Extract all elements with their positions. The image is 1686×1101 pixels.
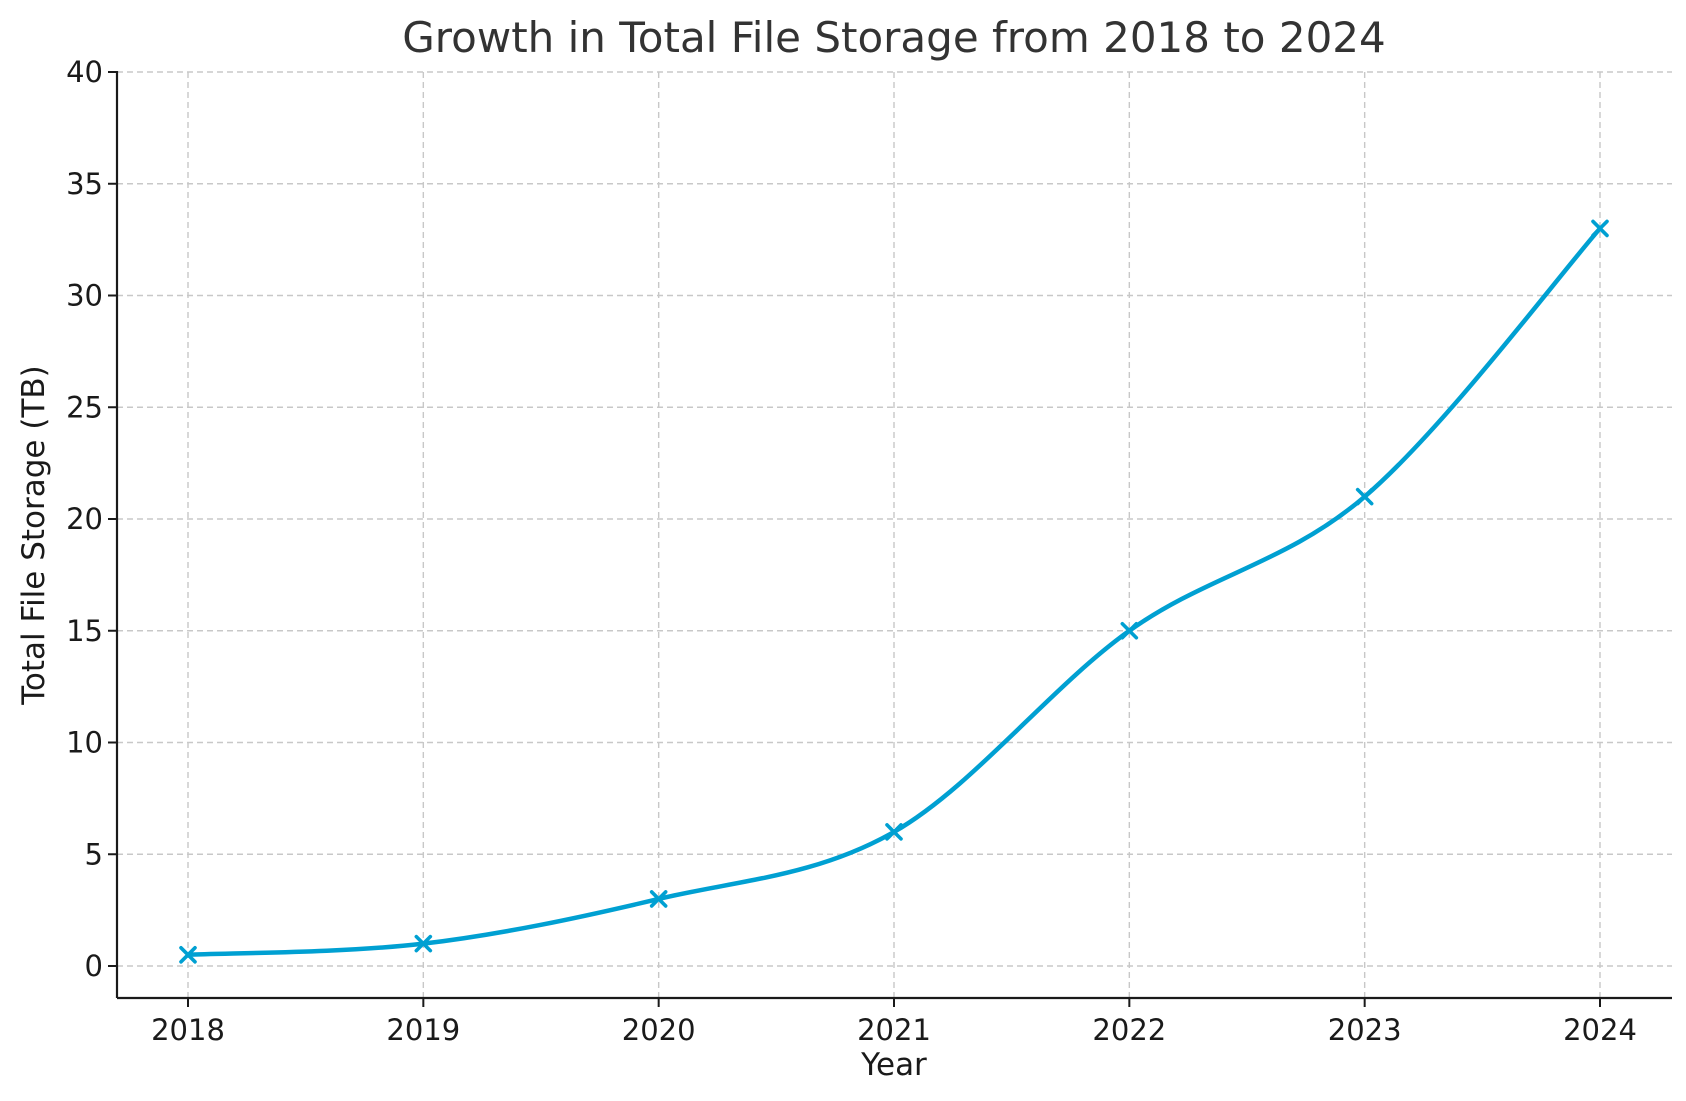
x-tick-label: 2024 — [1563, 1013, 1637, 1047]
chart-title: Growth in Total File Storage from 2018 t… — [402, 13, 1386, 62]
y-tick-label: 35 — [66, 167, 103, 201]
data-point-marker — [1355, 487, 1374, 506]
data-point-marker — [1120, 621, 1139, 640]
x-tick-label: 2020 — [622, 1013, 696, 1047]
data-point-marker — [1591, 219, 1609, 238]
y-tick-label: 0 — [85, 949, 103, 983]
series-layer — [179, 219, 1609, 964]
x-tick-label: 2019 — [386, 1013, 460, 1047]
y-tick-label: 10 — [66, 726, 103, 760]
x-axis-label: Year — [860, 1047, 927, 1083]
data-point-marker — [414, 934, 433, 953]
y-tick-label: 30 — [66, 279, 103, 313]
x-tick-label: 2021 — [857, 1013, 931, 1047]
data-point-marker — [649, 890, 668, 908]
y-tick-label: 25 — [66, 390, 103, 424]
data-point-marker — [179, 946, 197, 964]
x-tick-label: 2018 — [151, 1013, 225, 1047]
x-tick-label: 2022 — [1092, 1013, 1166, 1047]
y-tick-label: 20 — [66, 502, 103, 536]
y-tick-label: 15 — [66, 614, 103, 648]
y-tick-label: 40 — [66, 55, 103, 89]
grid — [117, 71, 1672, 998]
x-tick-label: 2023 — [1328, 1013, 1402, 1047]
data-point-marker — [885, 823, 903, 841]
y-axis-label: Total File Storage (TB) — [16, 365, 52, 706]
y-tick-label: 5 — [85, 837, 103, 871]
tick-marks: 0 5 10 15 20 25 30 35 40 2018 2019 2020 2021 2022 2023… — [66, 55, 1637, 1047]
